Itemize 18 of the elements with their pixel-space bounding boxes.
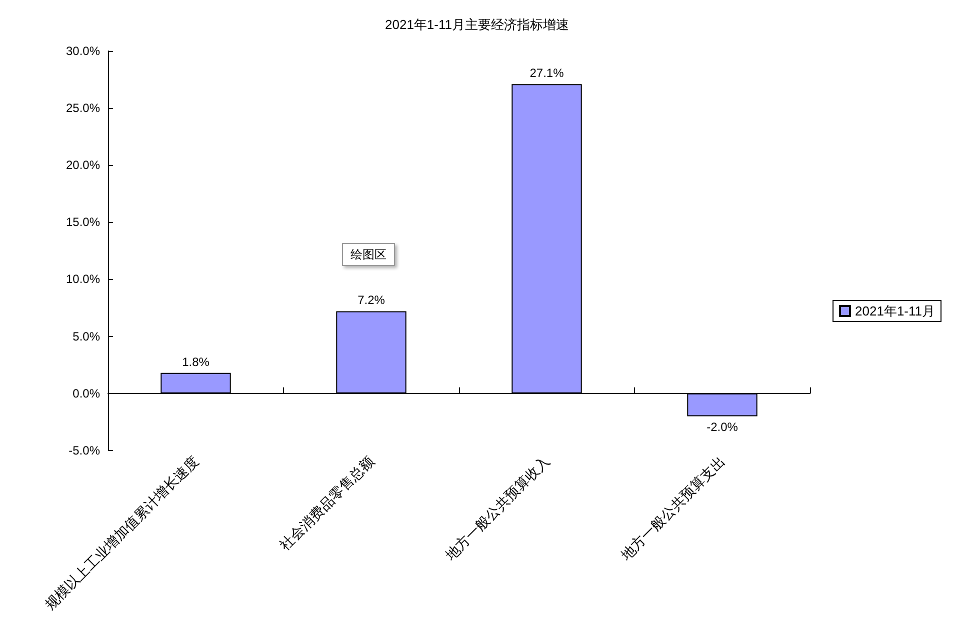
y-tick-label: 25.0% xyxy=(66,101,100,116)
y-tick-label: 10.0% xyxy=(66,272,100,286)
y-tick-label: 5.0% xyxy=(72,329,100,344)
legend-label: 2021年1-11月 xyxy=(855,304,936,318)
data-label: 7.2% xyxy=(358,293,386,308)
chart-title: 2021年1-11月主要经济指标增速 xyxy=(385,17,569,32)
data-label: 1.8% xyxy=(182,354,210,369)
y-tick-label: -5.0% xyxy=(68,443,100,458)
annotation: 绘图区 xyxy=(350,248,386,262)
x-tick-label: 地方一般公共预算支出 xyxy=(616,452,728,564)
x-tick-label: 地方一般公共预算收入 xyxy=(441,452,552,564)
data-label: -2.0% xyxy=(706,420,738,434)
y-tick-label: 20.0% xyxy=(66,158,100,172)
y-tick-label: 15.0% xyxy=(66,215,100,230)
y-tick-label: 0.0% xyxy=(72,386,100,400)
x-tick-label: 社会消费品零售总额 xyxy=(276,452,377,554)
y-tick-label: 30.0% xyxy=(66,44,100,58)
data-label: 27.1% xyxy=(530,66,564,80)
